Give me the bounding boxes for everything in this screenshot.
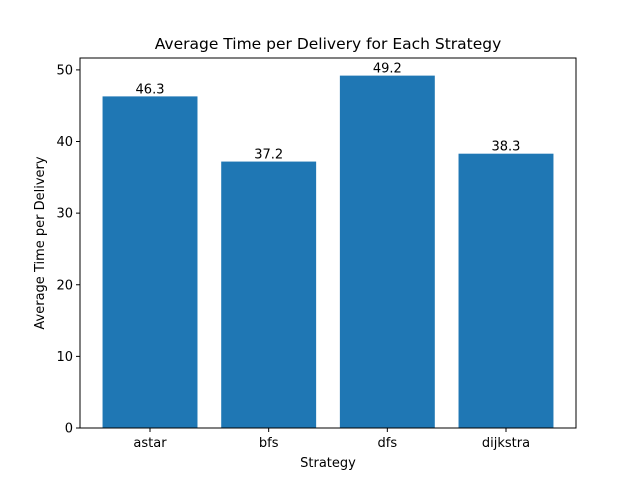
x-axis-label: Strategy bbox=[300, 456, 356, 471]
bar-dfs bbox=[339, 75, 435, 429]
y-tick-label-20: 20 bbox=[56, 278, 73, 293]
bar-bfs bbox=[221, 161, 317, 428]
chart-title: Average Time per Delivery for Each Strat… bbox=[155, 35, 502, 53]
y-tick-label-30: 30 bbox=[56, 207, 73, 222]
x-tick-label-dfs: dfs bbox=[378, 436, 398, 451]
y-tick-label-10: 10 bbox=[56, 350, 73, 365]
y-tick-label-40: 40 bbox=[56, 135, 73, 150]
data-label-dfs: 49.2 bbox=[373, 62, 402, 77]
y-tick-label-50: 50 bbox=[56, 63, 73, 78]
axes-frame bbox=[79, 57, 577, 429]
x-tick-label-dijkstra: dijkstra bbox=[482, 436, 530, 451]
bar-dijkstra bbox=[458, 153, 554, 428]
y-tick-label-0: 0 bbox=[65, 422, 73, 437]
plot-area: 46.3 astar 37.2 bfs 49.2 dfs 38.3 dijkstra 0 10 20… bbox=[56, 57, 577, 451]
data-label-bfs: 37.2 bbox=[254, 148, 283, 163]
data-label-dijkstra: 38.3 bbox=[492, 140, 521, 155]
bar-astar bbox=[102, 96, 198, 428]
y-axis-label: Average Time per Delivery bbox=[33, 156, 48, 329]
x-tick-label-astar: astar bbox=[133, 436, 167, 451]
x-tick-label-bfs: bfs bbox=[259, 436, 279, 451]
data-label-astar: 46.3 bbox=[136, 82, 165, 97]
